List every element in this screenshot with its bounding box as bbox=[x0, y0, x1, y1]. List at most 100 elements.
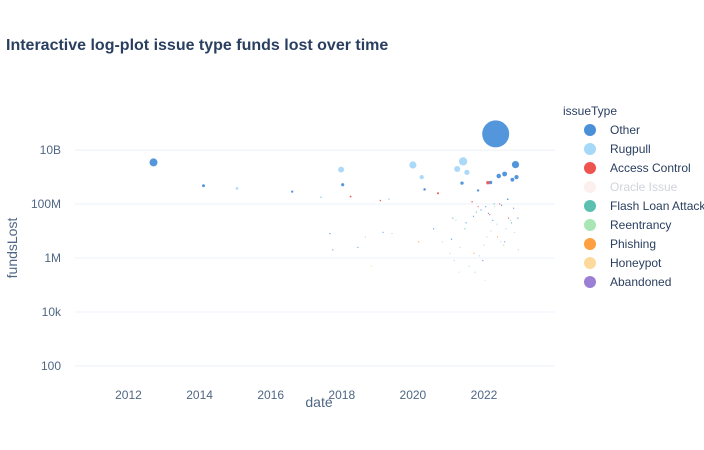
data-point-rugpull bbox=[388, 198, 390, 201]
legend-label: Oracle Issue bbox=[610, 180, 678, 194]
data-point-other bbox=[357, 246, 359, 248]
legend-item-oracle-issue[interactable]: Oracle Issue bbox=[584, 180, 678, 194]
legend-item-other[interactable]: Other bbox=[584, 123, 640, 137]
data-point-flash-loan-attack bbox=[452, 217, 454, 219]
legend-marker bbox=[584, 181, 596, 193]
data-point-flash-loan-attack bbox=[510, 222, 513, 224]
data-point-other bbox=[423, 188, 426, 191]
data-point-other bbox=[482, 120, 510, 148]
plot-area bbox=[75, 115, 555, 380]
data-point-access-control bbox=[379, 199, 382, 202]
data-point-access-control bbox=[498, 203, 501, 205]
data-point-other bbox=[506, 198, 509, 201]
x-tick-label: 2014 bbox=[186, 388, 213, 402]
data-point-other bbox=[465, 222, 467, 224]
data-point-other bbox=[485, 206, 487, 208]
legend-title: issueType bbox=[563, 104, 617, 118]
data-point-rugpull bbox=[517, 249, 520, 251]
data-point-rugpull bbox=[513, 231, 516, 233]
data-point-other bbox=[496, 173, 501, 179]
gridlines bbox=[75, 149, 555, 367]
y-tick-label: 10k bbox=[42, 305, 62, 319]
data-point-other bbox=[488, 180, 493, 185]
legend-item-honeypot[interactable]: Honeypot bbox=[584, 256, 662, 270]
x-tick-label: 2012 bbox=[115, 388, 142, 402]
data-point-rugpull bbox=[500, 241, 502, 243]
data-point-reentrancy bbox=[494, 206, 496, 208]
data-point-reentrancy bbox=[455, 219, 457, 221]
y-tick-label: 100 bbox=[41, 359, 61, 373]
legend-item-phishing[interactable]: Phishing bbox=[584, 237, 656, 251]
legend-marker bbox=[584, 124, 596, 136]
x-tick-labels: 2012 2014 2016 2018 2020 2022 bbox=[115, 388, 498, 402]
legend-marker bbox=[584, 276, 596, 288]
y-tick-label: 10B bbox=[40, 143, 61, 157]
legend-label: Phishing bbox=[610, 237, 656, 251]
data-point-other bbox=[472, 215, 475, 217]
legend-label: Flash Loan Attack bbox=[610, 199, 704, 213]
y-tick-label: 100M bbox=[31, 197, 61, 211]
data-point-rugpull bbox=[486, 236, 488, 238]
x-axis-title: date bbox=[305, 394, 332, 410]
data-point-other bbox=[382, 231, 384, 233]
legend-item-abandoned[interactable]: Abandoned bbox=[584, 275, 671, 289]
data-point-rugpull bbox=[453, 260, 455, 262]
legend-label: Honeypot bbox=[610, 256, 662, 270]
data-point-rugpull bbox=[459, 246, 461, 248]
data-point-access-control bbox=[489, 214, 491, 216]
data-point-honeypot bbox=[484, 279, 486, 281]
y-tick-label: 1M bbox=[44, 251, 61, 265]
data-point-other bbox=[511, 160, 520, 169]
legend-item-access-control[interactable]: Access Control bbox=[584, 161, 691, 175]
data-point-phishing bbox=[418, 241, 420, 243]
data-point-access-control bbox=[349, 195, 352, 198]
legend-marker bbox=[584, 219, 596, 231]
legend-marker bbox=[584, 162, 596, 174]
data-point-other bbox=[433, 228, 435, 230]
data-point-rugpull bbox=[454, 165, 461, 173]
data-point-abandoned bbox=[482, 260, 484, 262]
data-point-other bbox=[500, 204, 503, 206]
legend-marker bbox=[584, 238, 596, 250]
data-point-rugpull bbox=[319, 196, 322, 199]
legend-item-rugpull[interactable]: Rugpull bbox=[584, 142, 651, 156]
data-point-other bbox=[460, 181, 464, 185]
data-point-rugpull bbox=[496, 223, 498, 225]
legend-marker bbox=[584, 200, 596, 212]
legend-label: Abandoned bbox=[610, 275, 671, 289]
data-point-rugpull bbox=[409, 161, 417, 169]
data-point-rugpull bbox=[490, 230, 492, 232]
data-point-reentrancy bbox=[391, 233, 393, 235]
data-point-other bbox=[514, 174, 519, 180]
data-point-reentrancy bbox=[502, 244, 505, 246]
data-point-access-control bbox=[477, 206, 479, 208]
data-point-other bbox=[476, 189, 480, 192]
x-tick-label: 2022 bbox=[471, 388, 498, 402]
data-point-access-control bbox=[486, 181, 490, 185]
data-point-flash-loan-attack bbox=[475, 211, 477, 213]
legend-item-reentrancy[interactable]: Reentrancy bbox=[584, 218, 671, 232]
legend-marker bbox=[584, 143, 596, 155]
data-point-phishing bbox=[496, 236, 499, 238]
data-point-other bbox=[149, 158, 158, 167]
data-point-rugpull bbox=[338, 166, 345, 173]
data-point-rugpull bbox=[474, 271, 476, 273]
data-point-honeypot bbox=[370, 265, 372, 267]
data-point-other bbox=[487, 212, 489, 214]
data-point-rugpull bbox=[419, 174, 424, 180]
data-point-other bbox=[202, 184, 205, 188]
data-point-other bbox=[517, 217, 519, 219]
legend-item-flash-loan-attack[interactable]: Flash Loan Attack bbox=[584, 199, 704, 213]
data-point-flash-loan-attack bbox=[464, 228, 466, 230]
data-point-phishing bbox=[473, 252, 475, 254]
data-point-other bbox=[510, 177, 515, 182]
data-point-other bbox=[492, 219, 494, 221]
data-point-rugpull bbox=[510, 219, 512, 221]
data-point-access-control bbox=[507, 217, 510, 219]
data-point-other bbox=[450, 238, 453, 240]
legend-label: Rugpull bbox=[610, 142, 651, 156]
data-point-rugpull bbox=[505, 228, 507, 230]
data-point-rugpull bbox=[464, 169, 470, 175]
data-point-other bbox=[480, 209, 482, 211]
